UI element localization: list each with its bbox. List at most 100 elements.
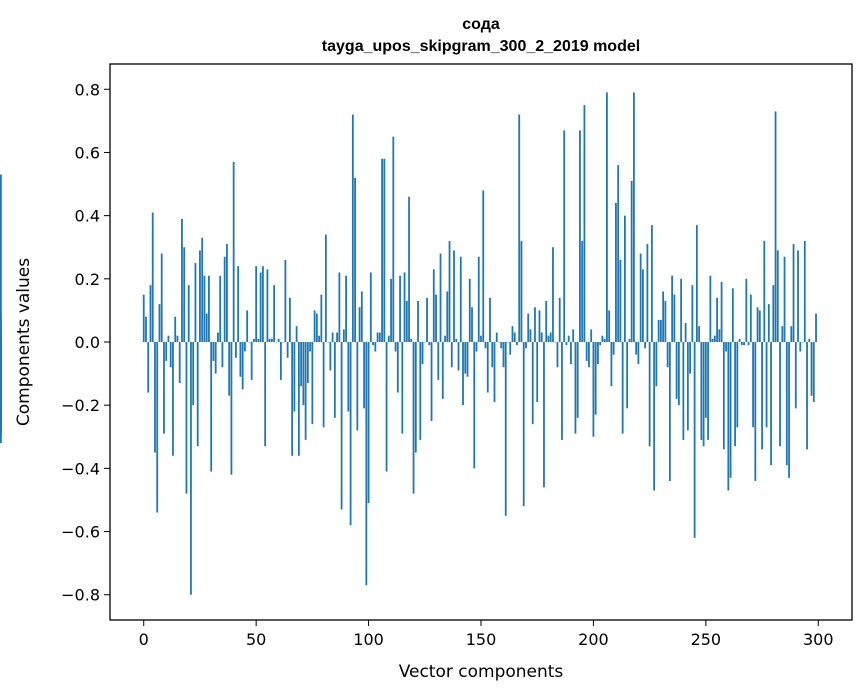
bar-212 — [619, 259, 622, 342]
bar-157 — [495, 332, 498, 342]
bar-13 — [172, 342, 174, 456]
bar-151 — [482, 190, 485, 342]
plot-frame — [109, 63, 853, 621]
bar-172 — [529, 329, 532, 342]
y-tick-label: −0.2 — [61, 396, 100, 415]
bar-83 — [329, 342, 332, 371]
bar-193 — [576, 342, 579, 418]
bar-106 — [381, 158, 383, 342]
bar-210 — [615, 203, 617, 342]
bar-79 — [320, 294, 323, 342]
bar-129 — [432, 269, 435, 342]
bar-51 — [257, 338, 260, 342]
bar-271 — [752, 342, 754, 428]
bar-255 — [716, 297, 718, 342]
bar-262 — [731, 288, 734, 342]
x-tick-label: 0 — [139, 630, 149, 649]
x-tick-label: 250 — [691, 630, 722, 649]
bar-228 — [655, 342, 658, 387]
bar-268 — [745, 278, 748, 342]
bar-36 — [223, 256, 226, 342]
bar-233 — [666, 342, 669, 368]
bar-272 — [754, 342, 757, 481]
bar-112 — [394, 342, 397, 352]
bar-276 — [763, 240, 766, 342]
bar-215 — [626, 342, 629, 409]
bar-186 — [561, 342, 563, 440]
bar-105 — [378, 332, 381, 342]
bar-280 — [772, 285, 775, 342]
bar-155 — [491, 342, 494, 368]
y-axis-ticks: −0.8 −0.6 −0.4 −0.2 0.0 0.2 0.4 0.6 0.8 — [61, 80, 110, 605]
bar-114 — [399, 275, 401, 342]
bar-148 — [475, 342, 478, 352]
bar-213 — [621, 342, 624, 434]
bar-298 — [812, 342, 815, 403]
bar-236 — [673, 294, 676, 342]
bar-69 — [297, 342, 300, 456]
bar-171 — [527, 313, 530, 342]
bar-253 — [711, 338, 714, 342]
bar-265 — [738, 338, 741, 342]
bar-99 — [365, 342, 368, 586]
bar-101 — [369, 272, 372, 342]
bar-111 — [392, 136, 395, 342]
bar-211 — [617, 165, 620, 342]
bar-208 — [610, 342, 613, 387]
bar-269 — [747, 342, 750, 346]
bar-65 — [288, 297, 291, 342]
bar-220 — [637, 342, 640, 365]
bar-66 — [291, 342, 294, 456]
bar-199 — [590, 329, 593, 342]
bar-98 — [363, 342, 365, 409]
bar-0 — [142, 294, 145, 342]
bar-50 — [255, 266, 258, 342]
bar-267 — [743, 342, 745, 346]
bar-35 — [221, 342, 224, 368]
bar-24 — [196, 342, 199, 447]
bar-68 — [295, 326, 298, 342]
bar-223 — [644, 342, 647, 349]
bar-109 — [387, 335, 390, 342]
bar-281 — [774, 111, 777, 342]
bar-258 — [722, 342, 725, 450]
bar-115 — [401, 342, 404, 434]
bar-175 — [536, 342, 539, 403]
bar-205 — [603, 338, 606, 342]
bar-283 — [779, 342, 781, 447]
bar-288 — [790, 326, 793, 342]
bar-64 — [286, 342, 289, 358]
chart-title: сода — [462, 16, 500, 33]
bar-254 — [713, 335, 716, 342]
bar-27 — [203, 275, 206, 342]
bar-145 — [468, 278, 471, 342]
bar-21 — [190, 342, 192, 595]
bar-48 — [250, 342, 253, 380]
bar-248 — [700, 342, 703, 440]
bar-259 — [725, 342, 727, 352]
bar-45 — [244, 342, 246, 352]
bar-173 — [531, 342, 534, 425]
bar-88 — [340, 342, 343, 510]
bar-244 — [691, 285, 694, 342]
bar-185 — [558, 297, 561, 342]
bar-232 — [664, 300, 667, 342]
bar-28 — [205, 313, 208, 342]
bar-209 — [612, 342, 615, 355]
bar-176 — [538, 310, 541, 342]
bar-198 — [588, 342, 590, 368]
bar-297 — [810, 342, 813, 396]
bar-116 — [403, 272, 406, 342]
bar-291 — [797, 250, 799, 342]
x-axis-label: Vector components — [399, 662, 564, 682]
bar-110 — [390, 278, 392, 342]
bar-266 — [740, 342, 743, 346]
bar-159 — [500, 342, 503, 349]
bar-120 — [412, 342, 415, 494]
bar-149 — [477, 256, 480, 342]
bar-131 — [437, 342, 440, 380]
bar-53 — [262, 266, 264, 342]
bar-3 — [149, 285, 152, 342]
bar-11 — [167, 335, 170, 342]
